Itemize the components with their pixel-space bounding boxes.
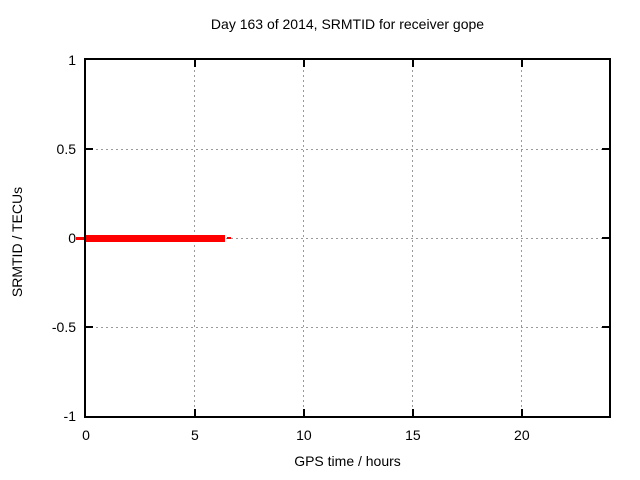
y-tick-mark-left <box>86 148 93 150</box>
x-tick-mark-top <box>302 60 305 67</box>
x-axis-label: GPS time / hours <box>294 453 401 469</box>
x-tick-mark-top <box>411 60 414 67</box>
x-tick-label: 10 <box>296 427 312 443</box>
y-tick-mark-right <box>602 237 609 239</box>
gridline-horizontal <box>86 148 609 150</box>
series-line-SRMTID <box>86 234 226 242</box>
gridline-horizontal <box>86 237 609 239</box>
x-tick-mark-top <box>520 60 523 67</box>
x-tick-label: 5 <box>191 427 199 443</box>
x-tick-mark-bottom <box>302 409 305 416</box>
y-tick-mark-right <box>602 148 609 150</box>
y-tick-label: -1 <box>63 408 76 424</box>
plot-area <box>76 58 611 418</box>
x-tick-label: 15 <box>405 427 421 443</box>
y-tick-label: -0.5 <box>51 319 76 335</box>
x-tick-label: 20 <box>514 427 530 443</box>
x-tick-mark-bottom <box>411 409 414 416</box>
gridline-horizontal <box>86 326 609 328</box>
y-tick-label: 1 <box>68 52 76 68</box>
x-tick-mark-bottom <box>520 409 523 416</box>
y-tick-mark-left <box>86 326 93 328</box>
x-tick-mark-bottom <box>193 409 196 416</box>
y-tick-label: 0 <box>68 230 76 246</box>
chart-title: Day 163 of 2014, SRMTID for receiver gop… <box>210 16 485 32</box>
x-tick-label: 0 <box>82 427 90 443</box>
y-tick-label: 0.5 <box>56 141 76 157</box>
series-axis-overhang-dash <box>76 236 84 240</box>
x-tick-mark-top <box>193 60 196 67</box>
y-tick-mark-right <box>602 326 609 328</box>
series-line-SRMTID-tail <box>226 237 231 239</box>
